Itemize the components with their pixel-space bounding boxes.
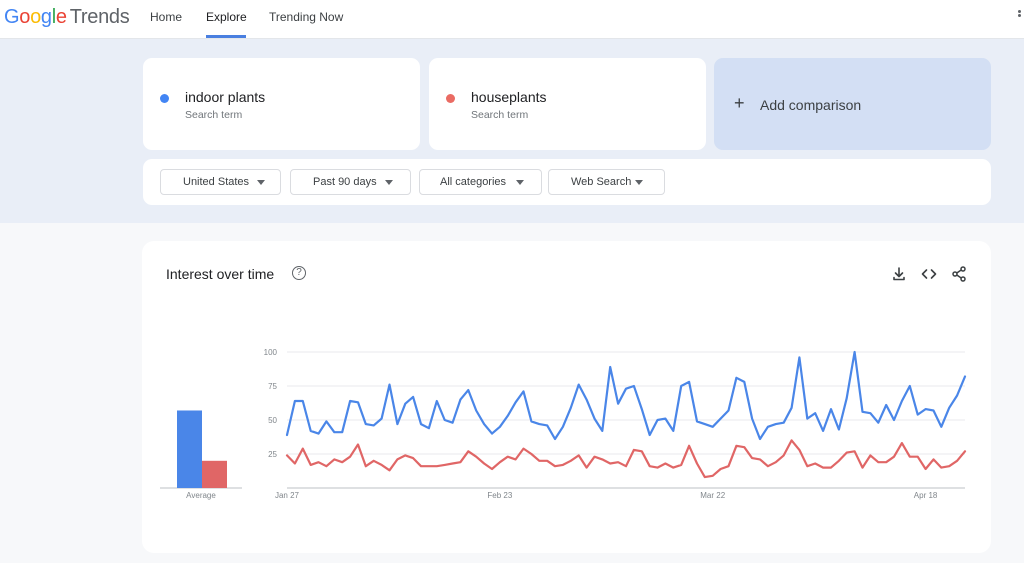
- caret-down-icon: [385, 180, 393, 185]
- x-tick-label: Apr 18: [914, 491, 938, 500]
- y-tick-label: 50: [268, 416, 277, 425]
- search-term-card-2[interactable]: houseplants Search term: [429, 58, 706, 150]
- caret-down-icon: [635, 180, 643, 185]
- region-filter-dropdown[interactable]: United States: [160, 169, 281, 195]
- download-icon[interactable]: [890, 265, 908, 283]
- series-line-indoor-plants[interactable]: [285, 350, 967, 441]
- average-bar-houseplants[interactable]: [202, 460, 227, 488]
- interest-over-time-card: Interest over time ? 100 75 50 25 Average Jan…: [142, 241, 991, 553]
- series-line-houseplants[interactable]: [285, 439, 967, 479]
- y-tick-label: 75: [268, 382, 277, 391]
- filter-label: All categories: [440, 176, 507, 188]
- share-icon[interactable]: [950, 265, 968, 283]
- nav-trending-now[interactable]: Trending Now: [269, 10, 344, 24]
- series-color-dot-icon: [160, 94, 169, 103]
- search-term-type: Search term: [185, 109, 243, 121]
- interest-over-time-chart: 100 75 50 25 Average Jan 27 Feb 23 Mar 22 Apr 18: [160, 348, 967, 500]
- add-comparison-button[interactable]: + Add comparison: [714, 58, 991, 150]
- panel-title: Interest over time: [166, 266, 275, 282]
- x-tick-label: Mar 22: [700, 491, 725, 500]
- help-circle-icon[interactable]: ?: [292, 266, 306, 280]
- y-tick-label: 25: [268, 450, 277, 459]
- average-bar-indoor-plants[interactable]: [177, 410, 202, 488]
- x-tick-label: Feb 23: [487, 491, 512, 500]
- nav-home[interactable]: Home: [150, 10, 183, 24]
- nav-explore[interactable]: Explore: [206, 0, 247, 38]
- embed-code-icon[interactable]: [920, 265, 938, 283]
- filter-label: Web Search: [571, 176, 632, 188]
- top-bar: Google Trends Home Explore Trending Now: [0, 0, 1024, 39]
- time-range-filter-dropdown[interactable]: Past 90 days: [290, 169, 411, 195]
- search-term-name: indoor plants: [185, 89, 266, 105]
- plus-icon: +: [734, 93, 745, 113]
- logo-google: Google: [4, 6, 67, 28]
- search-term-card-1[interactable]: indoor plants Search term: [143, 58, 420, 150]
- caret-down-icon: [257, 180, 265, 185]
- caret-down-icon: [516, 180, 524, 185]
- logo-trends: Trends: [69, 6, 130, 28]
- series-color-dot-icon: [446, 94, 455, 103]
- search-type-filter-dropdown[interactable]: Web Search: [548, 169, 665, 195]
- x-tick-label: Jan 27: [275, 491, 300, 500]
- search-term-type: Search term: [471, 109, 529, 121]
- add-comparison-label: Add comparison: [760, 97, 862, 113]
- y-tick-label: 100: [264, 348, 278, 357]
- average-label: Average: [186, 491, 216, 500]
- filter-label: United States: [183, 176, 250, 188]
- search-term-name: houseplants: [471, 89, 547, 105]
- category-filter-dropdown[interactable]: All categories: [419, 169, 542, 195]
- filter-label: Past 90 days: [313, 176, 377, 188]
- google-trends-logo[interactable]: Google Trends: [4, 5, 130, 29]
- more-menu-icon[interactable]: [1018, 10, 1024, 17]
